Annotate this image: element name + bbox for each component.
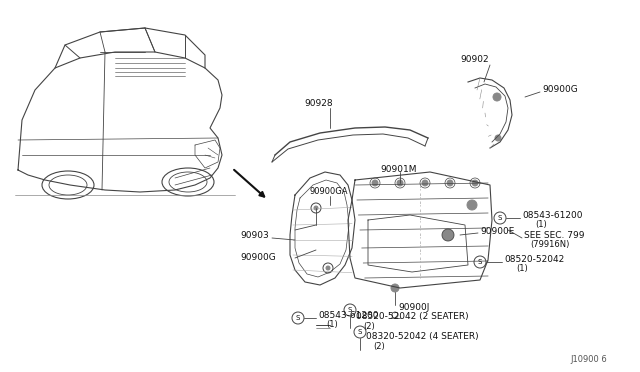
Text: SEE SEC. 799: SEE SEC. 799 [524,231,584,241]
Text: S: S [348,307,352,313]
Circle shape [493,93,501,101]
Text: S: S [498,215,502,221]
Text: 08543-61200: 08543-61200 [522,211,582,219]
Text: S: S [296,315,300,321]
Text: (79916N): (79916N) [530,241,570,250]
Circle shape [495,135,501,141]
Text: 08520-52042 (2 SEATER): 08520-52042 (2 SEATER) [356,312,468,321]
Circle shape [447,180,453,186]
Circle shape [372,180,378,186]
Circle shape [391,284,399,292]
Circle shape [467,200,477,210]
Text: 08320-52042 (4 SEATER): 08320-52042 (4 SEATER) [366,333,479,341]
Circle shape [314,206,318,210]
Text: 90900E: 90900E [480,228,515,237]
Text: (1): (1) [535,219,547,228]
Text: S: S [358,329,362,335]
Text: 90901M: 90901M [380,166,417,174]
Text: (1): (1) [516,264,528,273]
Text: (2): (2) [373,341,385,350]
Text: 90900G: 90900G [542,86,578,94]
Circle shape [397,180,403,186]
Text: 08543-61200: 08543-61200 [318,311,378,321]
Text: (1): (1) [326,321,338,330]
Circle shape [422,180,428,186]
Text: 90900G: 90900G [240,253,276,263]
Text: J10900 6: J10900 6 [570,356,607,365]
Text: 90900J: 90900J [398,302,429,311]
Circle shape [326,266,330,270]
Text: 90903: 90903 [240,231,269,241]
Text: 08520-52042: 08520-52042 [504,256,564,264]
Circle shape [442,229,454,241]
Text: 90902: 90902 [460,55,488,64]
Circle shape [472,180,478,186]
Text: S: S [478,259,482,265]
Text: 90928: 90928 [304,99,333,108]
Text: (2): (2) [363,321,375,330]
Text: 90900GA: 90900GA [310,187,349,196]
